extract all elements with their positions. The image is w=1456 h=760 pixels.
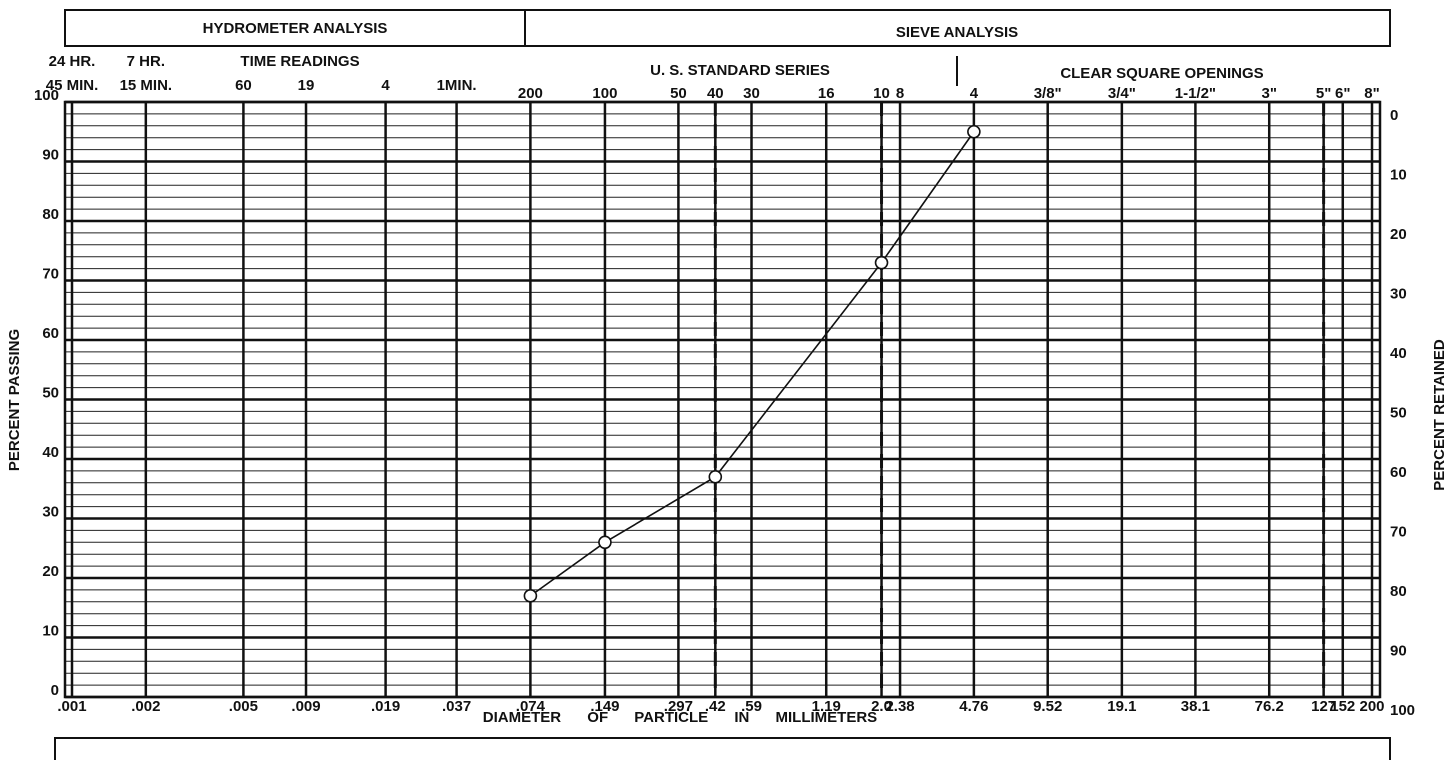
y-tick-label: 20 — [42, 563, 59, 580]
time-readings-label: TIME READINGS — [240, 53, 359, 70]
plot-frame — [63, 100, 1382, 699]
x-tick-label: .019 — [371, 698, 400, 715]
x-tick-label: .149 — [590, 698, 619, 715]
time-tick-label: 15 MIN. — [120, 77, 173, 94]
sieve-tick-label: 200 — [518, 85, 543, 102]
x-tick-label: 2.38 — [885, 698, 914, 715]
y-tick-label: 90 — [42, 146, 59, 163]
x-tick-label: .001 — [57, 698, 86, 715]
x-tick-label: .005 — [229, 698, 258, 715]
x-tick-label: 76.2 — [1255, 698, 1284, 715]
time-tick-label: 60 — [235, 77, 252, 94]
x-tick-label: .074 — [516, 698, 546, 715]
header-right: SIEVE ANALYSIS — [896, 24, 1018, 41]
x-tick-label: .59 — [741, 698, 762, 715]
y2-tick-label: 30 — [1390, 285, 1407, 302]
data-point — [523, 589, 538, 603]
x-tick-label: 19.1 — [1107, 698, 1136, 715]
y-tick-label: 50 — [42, 384, 59, 401]
y2-tick-label: 80 — [1390, 583, 1407, 600]
sieve-tick-label: 3/8" — [1034, 85, 1062, 102]
sieve-tick-label: 6" — [1335, 85, 1350, 102]
sieve-tick-label: 40 — [707, 85, 724, 102]
x-tick-label: 9.52 — [1033, 698, 1062, 715]
bottom-box — [54, 737, 1391, 760]
y-tick-label: 10 — [42, 622, 59, 639]
time-tick-label: 45 MIN. — [46, 77, 99, 94]
x-tick-label: 152 — [1330, 698, 1355, 715]
y2-tick-label: 20 — [1390, 226, 1407, 243]
y2-tick-label: 60 — [1390, 464, 1407, 481]
sieve-tick-label: 8 — [896, 85, 904, 102]
y-tick-label: 30 — [42, 503, 59, 520]
x-tick-label: .002 — [131, 698, 160, 715]
y-tick-label: 80 — [42, 206, 59, 223]
sieve-tick-label: 1-1/2" — [1175, 85, 1216, 102]
sieve-tick-label: 30 — [743, 85, 760, 102]
x-tick-label: 4.76 — [959, 698, 988, 715]
sieve-tick-label: 8" — [1364, 85, 1379, 102]
openings-label: CLEAR SQUARE OPENINGS — [1060, 65, 1263, 82]
y-tick-label: 100 — [34, 87, 59, 104]
y2-tick-label: 70 — [1390, 523, 1407, 540]
y2-axis-label: PERCENT RETAINED — [1431, 339, 1448, 491]
x-tick-label: 200 — [1359, 698, 1384, 715]
y2-tick-label: 40 — [1390, 345, 1407, 362]
x-tick-label: .42 — [705, 698, 726, 715]
time-tick-label: 24 HR. — [49, 53, 96, 70]
time-tick-label: 1MIN. — [437, 77, 477, 94]
x-tick-label: 2.0 — [871, 698, 892, 715]
x-tick-label: 127 — [1311, 698, 1336, 715]
header-box — [64, 9, 1391, 47]
sieve-tick-label: 3" — [1261, 85, 1276, 102]
x-axis-label: DIAMETER OF PARTICLE IN MILLIMETERS — [483, 709, 877, 726]
data-point — [708, 470, 723, 484]
y2-tick-label: 10 — [1390, 166, 1407, 183]
y2-tick-label: 50 — [1390, 404, 1407, 421]
sieve-tick-label: 16 — [818, 85, 835, 102]
y2-tick-label: 90 — [1390, 642, 1407, 659]
time-tick-label: 19 — [298, 77, 315, 94]
data-point — [598, 535, 612, 550]
data-point — [874, 255, 889, 270]
sieve-tick-label: 50 — [670, 85, 687, 102]
x-tick-label: 38.1 — [1181, 698, 1210, 715]
sieve-series-label: U. S. STANDARD SERIES — [650, 62, 830, 79]
y-axis-label: PERCENT PASSING — [6, 329, 23, 471]
y-tick-label: 40 — [42, 444, 59, 461]
time-tick-label: 7 HR. — [127, 53, 165, 70]
sieve-tick-label: 10 — [873, 85, 890, 102]
header-left: HYDROMETER ANALYSIS — [203, 20, 388, 37]
sieve-tick-label: 4 — [970, 85, 979, 102]
time-tick-label: 4 — [381, 77, 390, 94]
y-tick-label: 0 — [51, 682, 59, 699]
y-tick-label: 60 — [42, 325, 59, 342]
sieve-tick-label: 3/4" — [1108, 85, 1136, 102]
data-point — [967, 124, 981, 139]
sieve-tick-label: 5" — [1316, 85, 1331, 102]
x-tick-label: 1.19 — [812, 698, 841, 715]
x-tick-label: .009 — [291, 698, 320, 715]
x-tick-label: .297 — [664, 698, 693, 715]
y2-tick-label: 100 — [1390, 702, 1415, 719]
x-tick-label: .037 — [442, 698, 471, 715]
y-tick-label: 70 — [42, 265, 59, 282]
sieve-tick-label: 100 — [592, 85, 617, 102]
y2-tick-label: 0 — [1390, 107, 1398, 124]
